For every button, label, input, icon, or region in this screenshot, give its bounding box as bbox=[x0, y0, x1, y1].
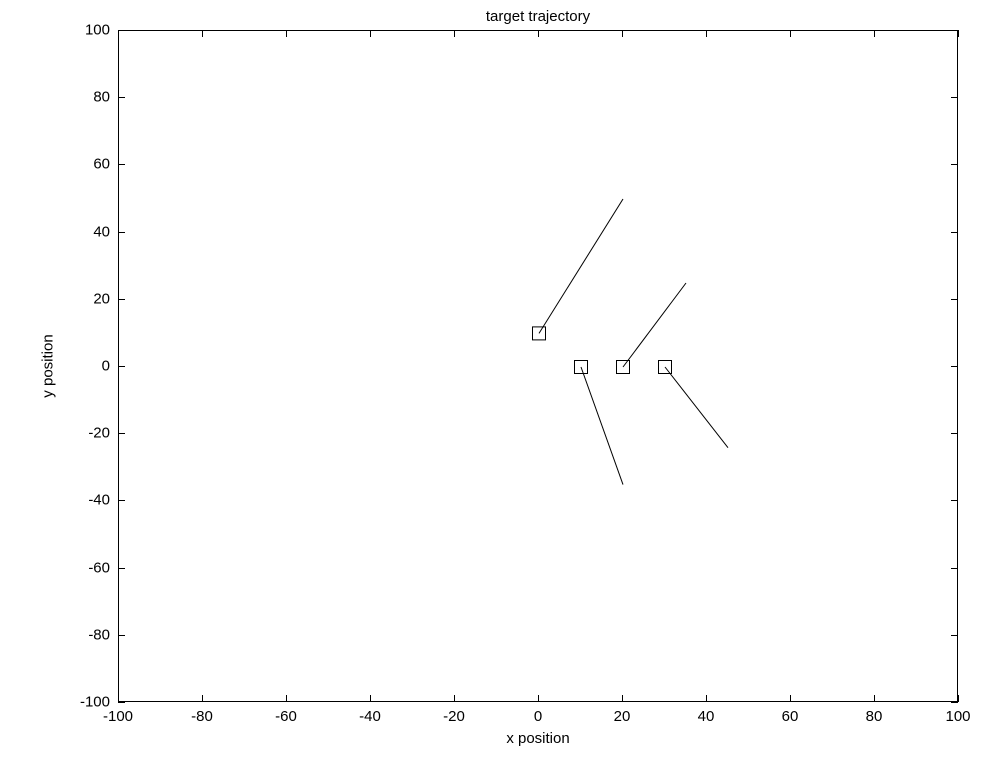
y-tick-mark bbox=[951, 366, 958, 367]
x-tick-mark bbox=[454, 30, 455, 37]
x-tick-label: -80 bbox=[191, 708, 213, 725]
x-tick-label: -40 bbox=[359, 708, 381, 725]
y-tick-label: -20 bbox=[88, 425, 110, 442]
y-tick-label: 40 bbox=[93, 223, 110, 240]
y-tick-label: 80 bbox=[93, 89, 110, 106]
y-tick-mark bbox=[951, 568, 958, 569]
x-tick-label: -100 bbox=[103, 708, 133, 725]
y-tick-label: -60 bbox=[88, 559, 110, 576]
x-tick-label: 60 bbox=[782, 708, 799, 725]
x-tick-mark bbox=[286, 695, 287, 702]
y-tick-mark bbox=[951, 97, 958, 98]
x-tick-mark bbox=[622, 30, 623, 37]
x-tick-mark bbox=[790, 30, 791, 37]
x-tick-mark bbox=[538, 30, 539, 37]
y-tick-mark bbox=[118, 433, 125, 434]
x-tick-mark bbox=[370, 30, 371, 37]
trajectory-line bbox=[581, 367, 623, 485]
x-tick-label: 0 bbox=[534, 708, 542, 725]
y-tick-label: -40 bbox=[88, 492, 110, 509]
y-tick-mark bbox=[118, 366, 125, 367]
y-tick-label: -80 bbox=[88, 626, 110, 643]
y-tick-label: 100 bbox=[85, 22, 110, 39]
x-tick-mark bbox=[370, 695, 371, 702]
figure: target trajectory x position y position … bbox=[0, 0, 1000, 769]
x-tick-mark bbox=[874, 30, 875, 37]
trajectory-line bbox=[665, 367, 728, 448]
x-tick-mark bbox=[706, 695, 707, 702]
y-tick-label: -100 bbox=[80, 694, 110, 711]
x-tick-mark bbox=[454, 695, 455, 702]
y-tick-mark bbox=[118, 97, 125, 98]
x-tick-mark bbox=[958, 695, 959, 702]
y-tick-mark bbox=[951, 635, 958, 636]
x-tick-mark bbox=[286, 30, 287, 37]
trajectory-line bbox=[539, 199, 623, 333]
x-axis-title: x position bbox=[506, 730, 569, 747]
y-tick-mark bbox=[951, 232, 958, 233]
y-tick-label: 60 bbox=[93, 156, 110, 173]
y-tick-mark bbox=[118, 30, 125, 31]
x-tick-mark bbox=[202, 30, 203, 37]
plot-svg bbox=[119, 31, 959, 703]
x-tick-mark bbox=[874, 695, 875, 702]
y-tick-mark bbox=[118, 500, 125, 501]
x-tick-mark bbox=[202, 695, 203, 702]
y-tick-label: 20 bbox=[93, 290, 110, 307]
x-tick-label: -20 bbox=[443, 708, 465, 725]
x-tick-mark bbox=[958, 30, 959, 37]
x-tick-mark bbox=[790, 695, 791, 702]
x-tick-label: 40 bbox=[698, 708, 715, 725]
y-tick-label: 0 bbox=[102, 358, 110, 375]
y-tick-mark bbox=[118, 568, 125, 569]
y-tick-mark bbox=[951, 500, 958, 501]
y-tick-mark bbox=[118, 164, 125, 165]
y-axis-title: y position bbox=[40, 334, 57, 397]
x-tick-label: 80 bbox=[866, 708, 883, 725]
y-tick-mark bbox=[118, 702, 125, 703]
chart-title: target trajectory bbox=[486, 8, 590, 25]
x-tick-mark bbox=[118, 695, 119, 702]
y-tick-mark bbox=[951, 702, 958, 703]
y-tick-mark bbox=[951, 164, 958, 165]
x-tick-label: 100 bbox=[945, 708, 970, 725]
y-tick-mark bbox=[118, 232, 125, 233]
x-tick-mark bbox=[622, 695, 623, 702]
x-tick-mark bbox=[706, 30, 707, 37]
x-tick-mark bbox=[118, 30, 119, 37]
x-tick-label: -60 bbox=[275, 708, 297, 725]
y-tick-mark bbox=[118, 299, 125, 300]
y-tick-mark bbox=[951, 30, 958, 31]
y-tick-mark bbox=[118, 635, 125, 636]
x-tick-label: 20 bbox=[614, 708, 631, 725]
y-tick-mark bbox=[951, 299, 958, 300]
trajectory-line bbox=[623, 283, 686, 367]
y-tick-mark bbox=[951, 433, 958, 434]
plot-area bbox=[118, 30, 958, 702]
x-tick-mark bbox=[538, 695, 539, 702]
